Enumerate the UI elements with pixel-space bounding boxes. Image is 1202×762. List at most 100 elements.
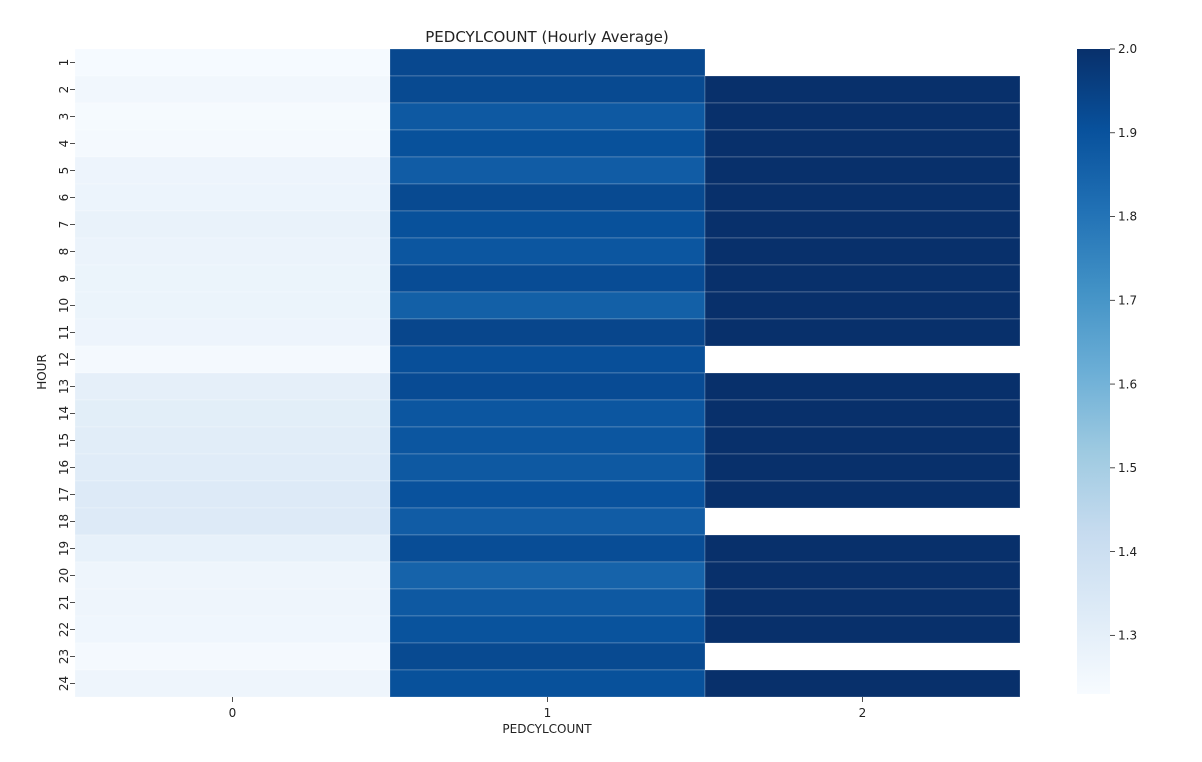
colorbar-tick-label: 1.6 bbox=[1118, 377, 1137, 391]
colorbar-ticks: 1.3 1.4 1.5 1.6 1.7 1.8 1.9 2.0 bbox=[1110, 42, 1137, 643]
heatmap-cell-hour-17-count-2 bbox=[704, 480, 1021, 509]
heatmap-cell-hour-24-count-2 bbox=[704, 669, 1021, 698]
heatmap-cell-hour-19-count-2 bbox=[704, 534, 1021, 563]
y-tick-label: 22 bbox=[57, 622, 71, 637]
heatmap-cell-hour-15-count-1 bbox=[389, 426, 706, 455]
heatmap-cell-hour-16-count-2 bbox=[704, 453, 1021, 482]
heatmap-cell-hour-10-count-2 bbox=[704, 291, 1021, 320]
heatmap-cell-hour-24-count-1 bbox=[389, 669, 706, 698]
heatmap-cell-hour-23-count-1 bbox=[389, 642, 706, 671]
colorbar: 1.3 1.4 1.5 1.6 1.7 1.8 1.9 2.0 bbox=[1077, 42, 1137, 694]
y-tick-label: 16 bbox=[57, 460, 71, 475]
colorbar-gradient bbox=[1077, 49, 1110, 694]
heatmap-cell-hour-14-count-2 bbox=[704, 399, 1021, 428]
heatmap-cell-hour-2-count-2 bbox=[704, 75, 1021, 104]
heatmap-cell-hour-18-count-0 bbox=[74, 507, 391, 536]
y-tick-label: 4 bbox=[57, 140, 71, 148]
heatmap-cell-hour-9-count-0 bbox=[74, 264, 391, 293]
y-tick-label: 1 bbox=[57, 59, 71, 67]
heatmap-cell-hour-21-count-2 bbox=[704, 588, 1021, 617]
heatmap-cell-hour-4-count-2 bbox=[704, 129, 1021, 158]
y-axis-title: HOUR bbox=[35, 354, 49, 390]
heatmap-cell-hour-8-count-1 bbox=[389, 237, 706, 266]
y-tick-label: 7 bbox=[57, 221, 71, 229]
y-tick-label: 15 bbox=[57, 433, 71, 448]
heatmap-cell-hour-7-count-2 bbox=[704, 210, 1021, 239]
heatmap-cell-hour-10-count-1 bbox=[389, 291, 706, 320]
heatmap-cell-hour-3-count-0 bbox=[74, 102, 391, 131]
heatmap-cell-hour-6-count-2 bbox=[704, 183, 1021, 212]
heatmap-cell-hour-11-count-1 bbox=[389, 318, 706, 347]
heatmap-cell-hour-12-count-1 bbox=[389, 345, 706, 374]
heatmap-cell-hour-18-count-1 bbox=[389, 507, 706, 536]
heatmap-cell-hour-20-count-0 bbox=[74, 561, 391, 590]
heatmap-cell-hour-11-count-0 bbox=[74, 318, 391, 347]
heatmap-cell-hour-24-count-0 bbox=[74, 669, 391, 698]
heatmap-cell-hour-5-count-1 bbox=[389, 156, 706, 185]
heatmap-cell-hour-19-count-0 bbox=[74, 534, 391, 563]
heatmap-cell-hour-16-count-0 bbox=[74, 453, 391, 482]
y-tick-label: 10 bbox=[57, 298, 71, 313]
heatmap-cell-hour-4-count-1 bbox=[389, 129, 706, 158]
chart-title: PEDCYLCOUNT (Hourly Average) bbox=[425, 28, 668, 46]
heatmap-cell-hour-14-count-1 bbox=[389, 399, 706, 428]
y-tick-label: 3 bbox=[57, 113, 71, 121]
heatmap-cell-hour-15-count-0 bbox=[74, 426, 391, 455]
y-tick-label: 9 bbox=[57, 275, 71, 283]
heatmap-cell-hour-7-count-0 bbox=[74, 210, 391, 239]
heatmap-cell-hour-13-count-0 bbox=[74, 372, 391, 401]
y-tick-label: 18 bbox=[57, 514, 71, 529]
heatmap-cell-hour-11-count-2 bbox=[704, 318, 1021, 347]
heatmap-cell-hour-22-count-1 bbox=[389, 615, 706, 644]
y-tick-label: 2 bbox=[57, 86, 71, 94]
colorbar-tick-label: 1.7 bbox=[1118, 293, 1137, 307]
heatmap-cell-hour-19-count-1 bbox=[389, 534, 706, 563]
heatmap-cell-hour-20-count-2 bbox=[704, 561, 1021, 590]
heatmap-cell-hour-22-count-2 bbox=[704, 615, 1021, 644]
y-tick-label: 12 bbox=[57, 352, 71, 367]
heatmap-cell-hour-9-count-1 bbox=[389, 264, 706, 293]
colorbar-tick-label: 1.5 bbox=[1118, 461, 1137, 475]
x-axis-title: PEDCYLCOUNT bbox=[502, 722, 592, 736]
colorbar-tick-label: 1.4 bbox=[1118, 545, 1137, 559]
heatmap-cell-hour-5-count-2 bbox=[704, 156, 1021, 185]
heatmap-cell-hour-5-count-0 bbox=[74, 156, 391, 185]
heatmap-cell-hour-6-count-0 bbox=[74, 183, 391, 212]
x-tick-label: 1 bbox=[544, 706, 552, 720]
heatmap-cell-hour-2-count-0 bbox=[74, 75, 391, 104]
heatmap-cell-hour-7-count-1 bbox=[389, 210, 706, 239]
y-tick-label: 24 bbox=[57, 676, 71, 691]
heatmap-cell-hour-21-count-1 bbox=[389, 588, 706, 617]
heatmap-cell-hour-22-count-0 bbox=[74, 615, 391, 644]
heatmap-cell-hour-21-count-0 bbox=[74, 588, 391, 617]
heatmap-cell-hour-4-count-0 bbox=[74, 129, 391, 158]
y-tick-label: 11 bbox=[57, 325, 71, 340]
y-tick-label: 13 bbox=[57, 379, 71, 394]
y-tick-label: 17 bbox=[57, 487, 71, 502]
heatmap-cell-hour-23-count-0 bbox=[74, 642, 391, 671]
heatmap-cell-hour-13-count-1 bbox=[389, 372, 706, 401]
heatmap-cell-hour-8-count-2 bbox=[704, 237, 1021, 266]
x-axis-ticks: 0 1 2 bbox=[229, 697, 867, 720]
colorbar-tick-label: 1.9 bbox=[1118, 126, 1137, 140]
heatmap-cell-hour-10-count-0 bbox=[74, 291, 391, 320]
y-tick-label: 8 bbox=[57, 248, 71, 256]
heatmap-cell-hour-17-count-0 bbox=[74, 480, 391, 509]
heatmap-cell-hour-12-count-0 bbox=[74, 345, 391, 374]
y-tick-label: 21 bbox=[57, 595, 71, 610]
x-tick-label: 2 bbox=[859, 706, 867, 720]
heatmap-cell-hour-1-count-0 bbox=[74, 48, 391, 77]
heatmap-cell-hour-3-count-2 bbox=[704, 102, 1021, 131]
heatmap-cell-hour-8-count-0 bbox=[74, 237, 391, 266]
heatmap-cell-hour-13-count-2 bbox=[704, 372, 1021, 401]
y-tick-label: 5 bbox=[57, 167, 71, 175]
y-tick-label: 19 bbox=[57, 541, 71, 556]
heatmap-cell-hour-16-count-1 bbox=[389, 453, 706, 482]
heatmap-cell-hour-1-count-1 bbox=[389, 48, 706, 77]
heatmap-cell-hour-14-count-0 bbox=[74, 399, 391, 428]
heatmap-cell-hour-20-count-1 bbox=[389, 561, 706, 590]
heatmap-cell-hour-17-count-1 bbox=[389, 480, 706, 509]
